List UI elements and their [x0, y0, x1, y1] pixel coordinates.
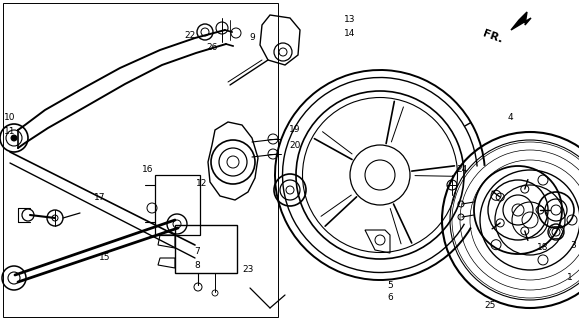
Text: 16: 16 [142, 165, 154, 174]
Bar [155, 175, 200, 235]
Text: 20: 20 [290, 140, 301, 149]
Text: 26: 26 [206, 44, 218, 52]
Text: 11: 11 [4, 127, 16, 137]
Text: 9: 9 [249, 34, 255, 43]
Text: 22: 22 [184, 30, 196, 39]
Text: 15: 15 [99, 253, 111, 262]
Text: 12: 12 [196, 179, 208, 188]
Text: FR.: FR. [482, 29, 504, 45]
Circle shape [11, 135, 17, 141]
Polygon shape [511, 12, 531, 30]
Text: 19: 19 [290, 125, 301, 134]
Bar [175, 225, 237, 273]
Text: 23: 23 [243, 266, 254, 275]
Text: 14: 14 [345, 29, 356, 38]
Text: 10: 10 [4, 114, 16, 123]
Text: 3: 3 [570, 241, 576, 250]
Text: 7: 7 [194, 247, 200, 257]
Text: 25: 25 [484, 300, 496, 309]
Bar [3, 3, 278, 317]
Text: 8: 8 [194, 260, 200, 269]
Text: 5: 5 [387, 281, 393, 290]
Text: 18: 18 [537, 244, 549, 252]
Text: 24: 24 [456, 165, 468, 174]
Text: 13: 13 [345, 15, 356, 25]
Text: 17: 17 [94, 194, 106, 203]
Text: 6: 6 [387, 293, 393, 302]
Text: 1: 1 [567, 274, 573, 283]
Text: 4: 4 [507, 114, 513, 123]
